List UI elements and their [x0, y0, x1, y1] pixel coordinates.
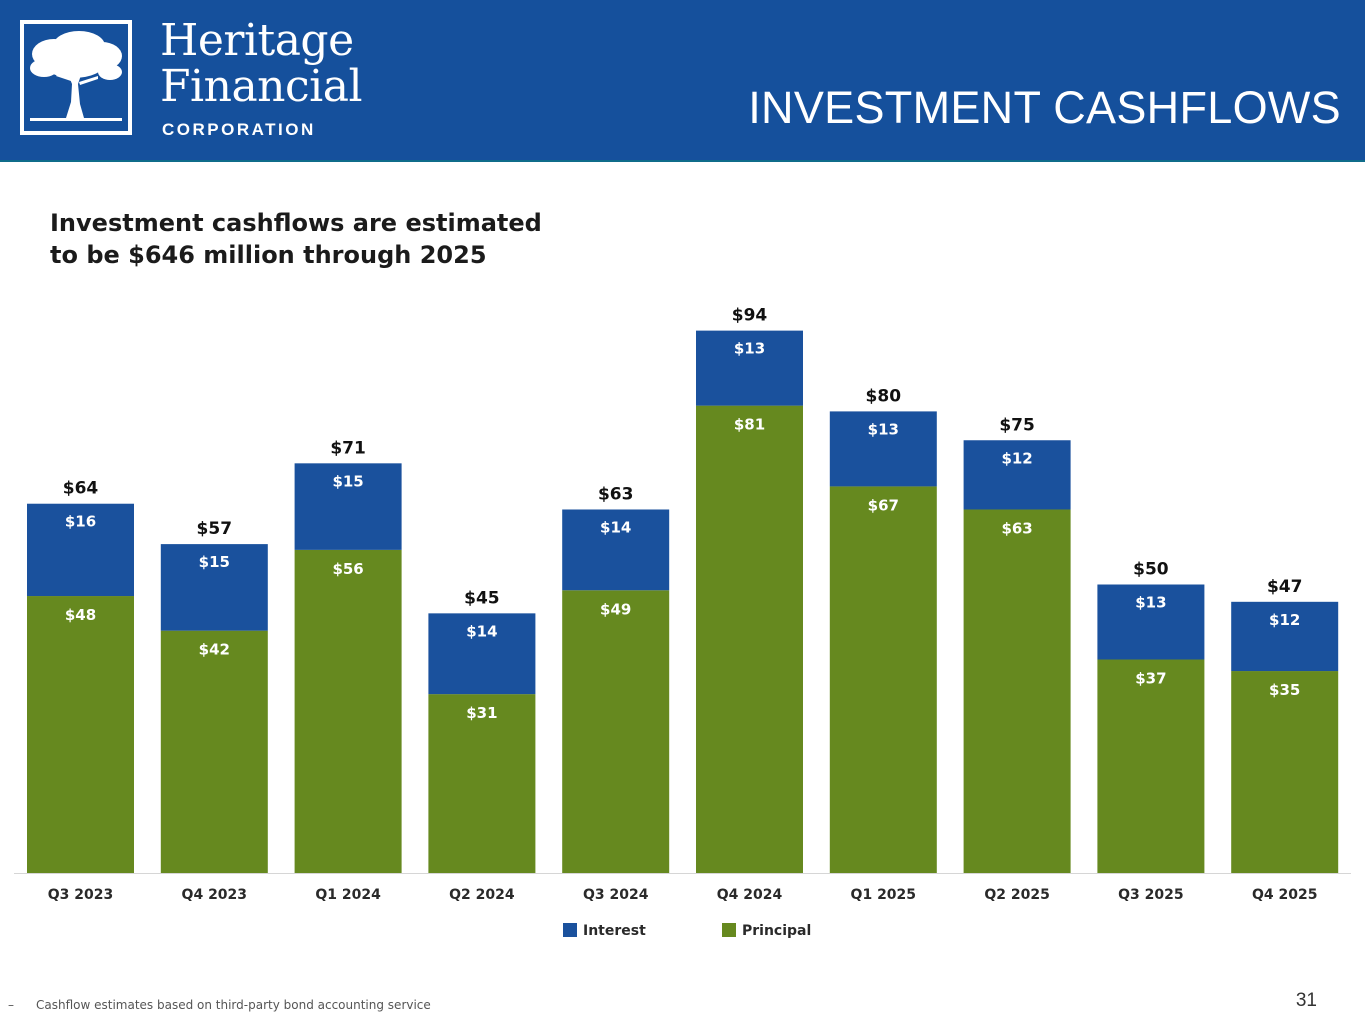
data-label-total: $64	[63, 479, 99, 499]
header-banner: Heritage Financial CORPORATION INVESTMEN…	[0, 0, 1365, 162]
bar-interest	[696, 330, 803, 406]
x-tick-label: Q4 2024	[717, 887, 783, 903]
x-tick-label: Q3 2025	[1118, 887, 1183, 903]
data-label-principal: $31	[466, 704, 497, 722]
x-tick-label: Q4 2023	[182, 887, 247, 903]
data-label-total: $45	[464, 588, 500, 608]
bar-interest	[963, 440, 1071, 510]
x-tick-label: Q2 2025	[984, 887, 1049, 903]
data-label-principal: $35	[1269, 681, 1300, 699]
data-label-total: $71	[330, 438, 366, 458]
data-label-principal: $42	[199, 641, 230, 659]
data-label-principal: $56	[332, 560, 363, 578]
data-label-total: $63	[598, 484, 634, 504]
data-label-total: $94	[732, 306, 768, 326]
data-label-total: $75	[999, 415, 1035, 435]
data-label-interest: $12	[1001, 449, 1032, 467]
x-tick-label: Q1 2025	[851, 887, 916, 903]
data-label-interest: $14	[466, 622, 497, 640]
bar-interest	[27, 503, 134, 597]
bar-principal	[294, 549, 402, 873]
bar-principal	[428, 694, 536, 873]
logo-wordmark: Heritage Financial	[160, 15, 363, 112]
x-tick-label: Q3 2024	[583, 887, 649, 903]
data-label-interest: $12	[1269, 611, 1300, 629]
data-label-interest: $16	[65, 513, 96, 531]
legend-principal-label: Principal	[742, 923, 812, 939]
bar-interest	[1231, 601, 1339, 672]
page-number: 31	[1295, 990, 1317, 1011]
footnote: – Cashflow estimates based on third-party…	[8, 998, 431, 1012]
data-label-interest: $15	[199, 553, 230, 571]
data-label-total: $50	[1133, 560, 1169, 580]
data-label-interest: $13	[1135, 594, 1166, 612]
data-label-principal: $81	[734, 416, 765, 434]
stacked-bar-chart: $48 $16 $64 Q3 2023 $42 $15 $57 Q4 2023 $56 $15 $7…	[14, 306, 1351, 903]
data-label-principal: $48	[65, 606, 96, 624]
bar-principal	[160, 630, 268, 873]
data-label-interest: $13	[868, 420, 899, 438]
bar-principal	[696, 405, 803, 873]
data-label-interest: $13	[734, 340, 765, 358]
x-tick-label: Q1 2024	[315, 887, 381, 903]
bar-principal	[1097, 659, 1205, 873]
bar-principal	[1231, 671, 1339, 873]
bar-interest	[294, 463, 402, 550]
data-label-interest: $15	[332, 472, 363, 490]
logo-corporation: CORPORATION	[162, 120, 316, 139]
logo-line-financial: Financial	[160, 61, 363, 112]
subtitle-line-1: Investment cashflows are estimated	[50, 209, 542, 237]
bar-principal	[829, 486, 937, 873]
data-label-total: $57	[197, 519, 233, 539]
bar-principal	[27, 596, 134, 873]
chart-subtitle: Investment cashflows are estimated to be…	[50, 207, 570, 271]
data-label-principal: $67	[868, 496, 899, 514]
bar-principal	[562, 590, 670, 873]
data-label-principal: $49	[600, 600, 631, 618]
bar-interest	[562, 509, 670, 591]
page-title: INVESTMENT CASHFLOWS	[748, 82, 1341, 133]
logo-tree-icon	[20, 20, 132, 135]
data-label-total: $47	[1267, 577, 1303, 597]
legend-interest: Interest	[563, 923, 646, 939]
bar-interest	[428, 613, 536, 695]
legend-interest-swatch	[563, 923, 577, 937]
footnote-text: Cashflow estimates based on third-party …	[36, 998, 431, 1012]
data-label-principal: $37	[1135, 670, 1166, 688]
bar-principal	[963, 509, 1071, 873]
x-tick-label: Q2 2024	[449, 887, 515, 903]
footnote-bullet: –	[8, 998, 14, 1012]
data-label-total: $80	[866, 386, 902, 406]
legend-principal-swatch	[722, 923, 736, 937]
data-label-principal: $63	[1001, 519, 1032, 537]
bar-interest	[1097, 584, 1205, 660]
x-tick-label: Q4 2025	[1252, 887, 1317, 903]
bar-interest	[829, 411, 937, 487]
subtitle-line-2: to be $646 million through 2025	[50, 241, 487, 269]
legend-interest-label: Interest	[583, 923, 646, 939]
logo-line-heritage: Heritage	[160, 15, 354, 66]
data-label-interest: $14	[600, 518, 631, 536]
x-tick-label: Q3 2023	[48, 887, 113, 903]
bar-interest	[160, 544, 268, 631]
legend-principal: Principal	[722, 923, 811, 939]
